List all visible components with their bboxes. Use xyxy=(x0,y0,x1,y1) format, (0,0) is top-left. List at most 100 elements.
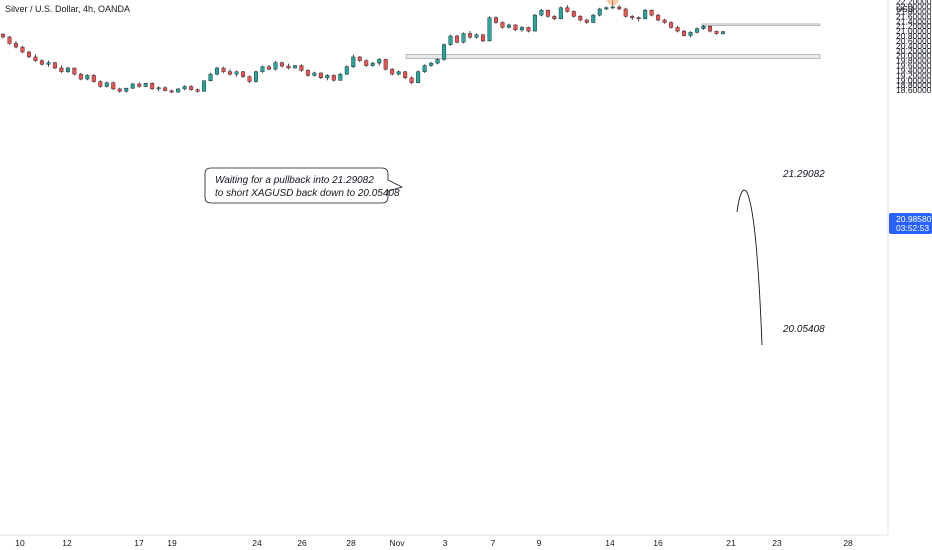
candle[interactable] xyxy=(234,70,239,77)
candle[interactable] xyxy=(305,69,310,77)
candle[interactable] xyxy=(442,43,447,61)
candle[interactable] xyxy=(130,82,135,89)
candle[interactable] xyxy=(591,13,596,24)
candle[interactable] xyxy=(357,56,362,62)
candle[interactable] xyxy=(176,88,181,93)
time-axis[interactable]: 10 12 17 19 24 26 28 Nov 3 7 9 14 16 21 23 28 xyxy=(15,538,853,548)
candle[interactable] xyxy=(396,70,401,76)
candle[interactable] xyxy=(714,30,719,35)
candle[interactable] xyxy=(532,13,537,32)
candle[interactable] xyxy=(202,80,207,92)
candle[interactable] xyxy=(124,87,129,93)
candle[interactable] xyxy=(163,86,168,92)
candle[interactable] xyxy=(695,27,700,34)
support-zone[interactable] xyxy=(405,54,821,59)
candle[interactable] xyxy=(519,26,524,32)
candle[interactable] xyxy=(461,32,466,44)
candle[interactable] xyxy=(643,8,648,20)
candle[interactable] xyxy=(578,15,583,22)
candle[interactable] xyxy=(241,70,245,78)
candle[interactable] xyxy=(370,61,375,67)
candle[interactable] xyxy=(649,9,654,17)
candle[interactable] xyxy=(604,6,609,11)
candle[interactable] xyxy=(182,85,187,91)
candle[interactable] xyxy=(137,82,142,88)
candle[interactable] xyxy=(260,65,265,73)
candle[interactable] xyxy=(455,34,460,44)
candle[interactable] xyxy=(150,82,155,90)
candle[interactable] xyxy=(228,69,233,76)
candle[interactable] xyxy=(506,23,511,29)
candle[interactable] xyxy=(292,65,297,69)
candle[interactable] xyxy=(669,21,674,29)
candle[interactable] xyxy=(675,26,680,33)
candle[interactable] xyxy=(597,7,602,17)
candle[interactable] xyxy=(286,63,291,70)
price-axis[interactable]: 22.6000022.4000022.2000022.0000021.80000… xyxy=(896,0,932,95)
candle[interactable] xyxy=(59,65,64,73)
candle[interactable] xyxy=(481,34,485,43)
candle[interactable] xyxy=(195,88,200,93)
candle[interactable] xyxy=(273,61,278,71)
candle[interactable] xyxy=(429,61,434,67)
candle[interactable] xyxy=(247,75,252,83)
resistance-zone[interactable] xyxy=(701,23,821,26)
candle[interactable] xyxy=(422,64,427,73)
candle[interactable] xyxy=(662,18,667,24)
candle[interactable] xyxy=(701,24,706,30)
candle[interactable] xyxy=(318,72,323,80)
candle[interactable] xyxy=(221,66,226,73)
candle[interactable] xyxy=(474,33,479,39)
candle[interactable] xyxy=(215,66,220,76)
candle[interactable] xyxy=(552,15,557,21)
candle[interactable] xyxy=(493,16,498,24)
candle[interactable] xyxy=(338,72,343,81)
candle[interactable] xyxy=(656,13,661,22)
candle[interactable] xyxy=(409,76,414,84)
candle[interactable] xyxy=(344,65,349,75)
candle[interactable] xyxy=(623,7,628,18)
candle[interactable] xyxy=(39,59,44,66)
candle[interactable] xyxy=(7,36,12,45)
candle[interactable] xyxy=(325,74,330,81)
candle[interactable] xyxy=(688,31,693,38)
candle[interactable] xyxy=(377,58,382,66)
candle[interactable] xyxy=(13,40,18,49)
candle[interactable] xyxy=(448,34,453,46)
candle[interactable] xyxy=(526,26,531,33)
candle[interactable] xyxy=(617,5,622,11)
candle[interactable] xyxy=(721,31,725,35)
candle[interactable] xyxy=(558,6,563,20)
candle[interactable] xyxy=(403,70,408,80)
candle[interactable] xyxy=(266,65,271,70)
candle[interactable] xyxy=(85,74,90,81)
candle[interactable] xyxy=(331,74,336,82)
candle[interactable] xyxy=(52,61,57,70)
candle[interactable] xyxy=(390,68,395,76)
candle[interactable] xyxy=(708,25,713,33)
candle[interactable] xyxy=(468,31,473,39)
candle[interactable] xyxy=(1,33,5,39)
candle[interactable] xyxy=(351,54,356,68)
candle[interactable] xyxy=(253,70,258,83)
candle[interactable] xyxy=(72,67,77,76)
candle[interactable] xyxy=(299,64,304,72)
candle[interactable] xyxy=(26,50,31,59)
candle[interactable] xyxy=(65,66,70,73)
candle[interactable] xyxy=(98,80,103,88)
candle[interactable] xyxy=(169,89,174,94)
candle[interactable] xyxy=(513,24,518,32)
candle[interactable] xyxy=(584,18,589,24)
candle[interactable] xyxy=(143,82,148,88)
candle[interactable] xyxy=(545,9,550,18)
candle[interactable] xyxy=(539,8,544,17)
candle[interactable] xyxy=(565,5,570,13)
candle[interactable] xyxy=(435,58,440,65)
candle[interactable] xyxy=(416,70,421,84)
candle[interactable] xyxy=(312,71,317,77)
candle[interactable] xyxy=(208,72,213,82)
candle[interactable] xyxy=(111,81,116,91)
candle[interactable] xyxy=(500,21,505,29)
candle[interactable] xyxy=(91,74,96,83)
